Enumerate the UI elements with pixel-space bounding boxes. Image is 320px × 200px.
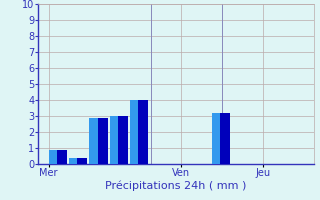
Bar (130, 100, 148, 164)
Bar (89, 118, 108, 164)
X-axis label: Précipitations 24h ( mm ): Précipitations 24h ( mm ) (105, 181, 247, 191)
Bar (49, 150, 57, 164)
Bar (49, 150, 67, 164)
Bar (69, 158, 87, 164)
Bar (130, 100, 138, 164)
Bar (110, 116, 118, 164)
Bar (69, 158, 77, 164)
Bar (212, 113, 220, 164)
Bar (89, 118, 98, 164)
Bar (212, 113, 230, 164)
Bar (110, 116, 128, 164)
